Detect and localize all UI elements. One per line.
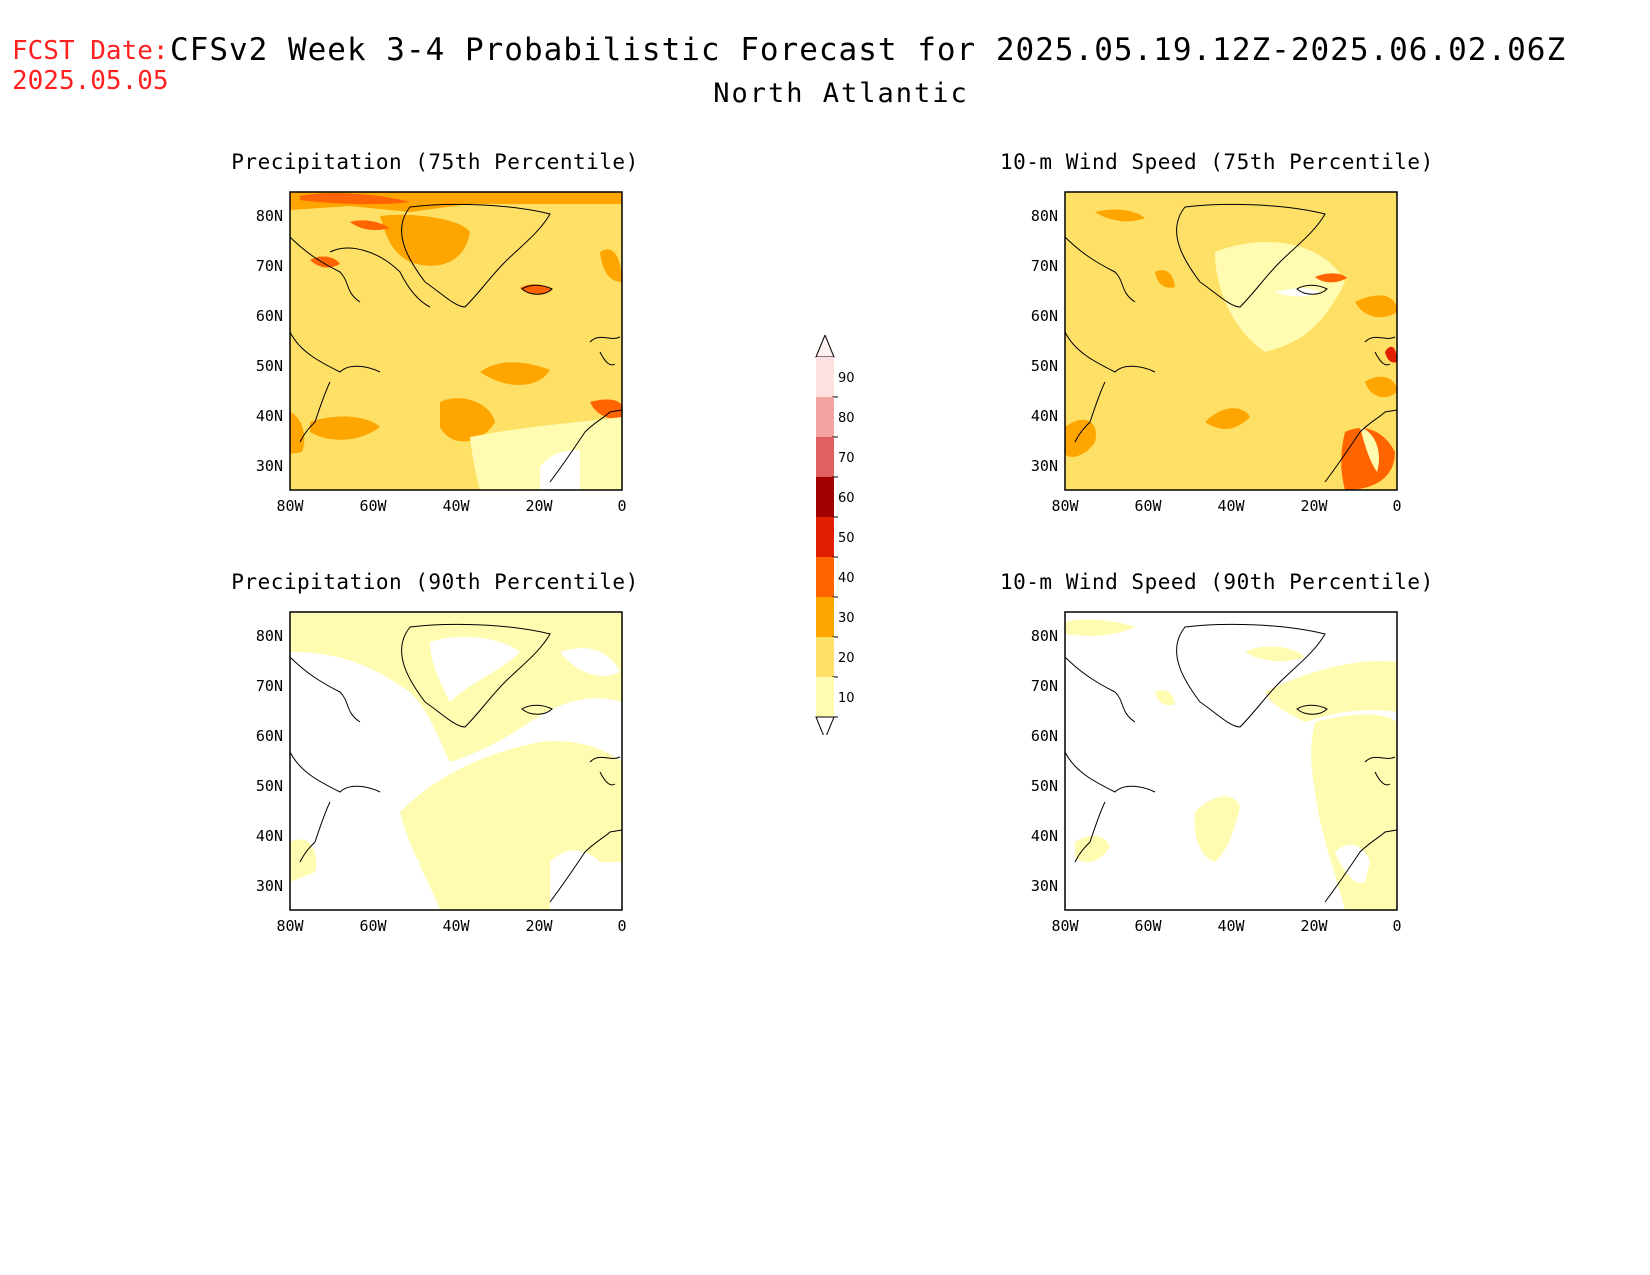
- panel-title: Precipitation (90th Percentile): [231, 570, 639, 594]
- y-axis: 80N 70N 60N 50N 40N 30N: [256, 627, 283, 895]
- y-tick-label: 80N: [256, 207, 283, 225]
- y-tick-label: 30N: [1031, 877, 1058, 895]
- x-tick-label: 40W: [442, 497, 470, 515]
- main-title: CFSv2 Week 3-4 Probabilistic Forecast fo…: [170, 32, 1567, 68]
- panel-title: Precipitation (75th Percentile): [231, 150, 639, 174]
- x-tick-label: 60W: [1134, 917, 1162, 935]
- colorbar-swatch: [816, 677, 834, 717]
- y-tick-label: 60N: [256, 307, 283, 325]
- colorbar-label: 80: [838, 411, 855, 426]
- fcst-date-block: FCST Date: 2025.05.05: [12, 36, 169, 96]
- y-tick-label: 40N: [1031, 407, 1058, 425]
- x-tick-label: 20W: [525, 917, 553, 935]
- map-plot: 80N 70N 60N 50N 40N 30N 80W 60W 40W 20W …: [256, 191, 627, 515]
- x-axis: 80W 60W 40W 20W 0: [276, 917, 626, 935]
- x-tick-label: 60W: [359, 497, 387, 515]
- y-tick-label: 70N: [256, 257, 283, 275]
- x-tick-label: 20W: [525, 497, 553, 515]
- y-tick-label: 50N: [256, 777, 283, 795]
- colorbar-label: 40: [838, 571, 855, 586]
- colorbar-label: 20: [838, 651, 855, 666]
- x-tick-label: 40W: [1217, 497, 1245, 515]
- x-tick-label: 80W: [276, 917, 304, 935]
- colorbar-label: 10: [838, 691, 855, 706]
- colorbar-boxes: [815, 335, 838, 735]
- y-tick-label: 30N: [1031, 457, 1058, 475]
- colorbar-label: 30: [838, 611, 855, 626]
- map-plot: 80N 70N 60N 50N 40N 30N 80W 60W 40W 20W …: [1031, 611, 1402, 935]
- x-tick-label: 80W: [276, 497, 304, 515]
- panel-precip-90: Precipitation (90th Percentile) 80N 70N …: [225, 570, 645, 950]
- y-tick-label: 40N: [256, 407, 283, 425]
- x-tick-label: 20W: [1300, 497, 1328, 515]
- y-axis: 80N 70N 60N 50N 40N 30N: [1031, 627, 1058, 895]
- region-subtitle: North Atlantic: [713, 78, 969, 109]
- y-tick-label: 40N: [256, 827, 283, 845]
- fcst-date-label: FCST Date:: [12, 36, 169, 66]
- y-axis: 80N 70N 60N 50N 40N 30N: [1031, 207, 1058, 475]
- x-tick-label: 40W: [1217, 917, 1245, 935]
- y-tick-label: 50N: [1031, 777, 1058, 795]
- colorbar-swatch: [816, 357, 834, 397]
- y-tick-label: 80N: [1031, 207, 1058, 225]
- y-tick-label: 60N: [256, 727, 283, 745]
- y-tick-label: 50N: [256, 357, 283, 375]
- map-plot: 80N 70N 60N 50N 40N 30N 80W 60W 40W 20W …: [1031, 191, 1402, 515]
- y-tick-label: 60N: [1031, 727, 1058, 745]
- x-tick-label: 0: [1392, 497, 1401, 515]
- x-tick-label: 0: [617, 497, 626, 515]
- fcst-date-value: 2025.05.05: [12, 66, 169, 96]
- y-tick-label: 70N: [1031, 677, 1058, 695]
- x-tick-label: 80W: [1051, 917, 1079, 935]
- colorbar-swatch: [816, 517, 834, 557]
- colorbar: 90 80 70 60 50 40 30 20 10: [815, 335, 855, 735]
- colorbar-label: 60: [838, 491, 855, 506]
- panel-title: 10-m Wind Speed (90th Percentile): [1000, 570, 1434, 594]
- colorbar-swatch: [816, 597, 834, 637]
- x-tick-label: 60W: [1134, 497, 1162, 515]
- y-axis: 80N 70N 60N 50N 40N 30N: [256, 207, 283, 475]
- panel-wind-75: 10-m Wind Speed (75th Percentile) 80N 70…: [1000, 150, 1434, 530]
- y-tick-label: 30N: [256, 877, 283, 895]
- colorbar-label: 70: [838, 451, 855, 466]
- colorbar-swatch: [816, 637, 834, 677]
- y-tick-label: 50N: [1031, 357, 1058, 375]
- colorbar-labels: 90 80 70 60 50 40 30 20 10: [838, 371, 855, 706]
- x-tick-label: 0: [1392, 917, 1401, 935]
- x-axis: 80W 60W 40W 20W 0: [276, 497, 626, 515]
- colorbar-label: 50: [838, 531, 855, 546]
- panel-wind-90: 10-m Wind Speed (90th Percentile) 80N 70…: [1000, 570, 1434, 950]
- colorbar-swatch: [816, 397, 834, 437]
- colorbar-swatch: [816, 437, 834, 477]
- y-tick-label: 80N: [1031, 627, 1058, 645]
- y-tick-label: 30N: [256, 457, 283, 475]
- colorbar-bottom-arrow: [815, 716, 835, 735]
- x-tick-label: 20W: [1300, 917, 1328, 935]
- map-plot: 80N 70N 60N 50N 40N 30N 80W 60W 40W 20W …: [256, 611, 627, 935]
- panel-title: 10-m Wind Speed (75th Percentile): [1000, 150, 1434, 174]
- y-tick-label: 40N: [1031, 827, 1058, 845]
- x-tick-label: 60W: [359, 917, 387, 935]
- colorbar-top-arrow: [815, 335, 835, 358]
- x-axis: 80W 60W 40W 20W 0: [1051, 917, 1401, 935]
- x-axis: 80W 60W 40W 20W 0: [1051, 497, 1401, 515]
- x-tick-label: 80W: [1051, 497, 1079, 515]
- y-tick-label: 80N: [256, 627, 283, 645]
- panel-precip-75: Precipitation (75th Percentile) 80N 7: [225, 150, 645, 530]
- colorbar-swatch: [816, 557, 834, 597]
- y-tick-label: 70N: [256, 677, 283, 695]
- colorbar-swatch: [816, 477, 834, 517]
- colorbar-label: 90: [838, 371, 855, 386]
- y-tick-label: 60N: [1031, 307, 1058, 325]
- x-tick-label: 0: [617, 917, 626, 935]
- x-tick-label: 40W: [442, 917, 470, 935]
- y-tick-label: 70N: [1031, 257, 1058, 275]
